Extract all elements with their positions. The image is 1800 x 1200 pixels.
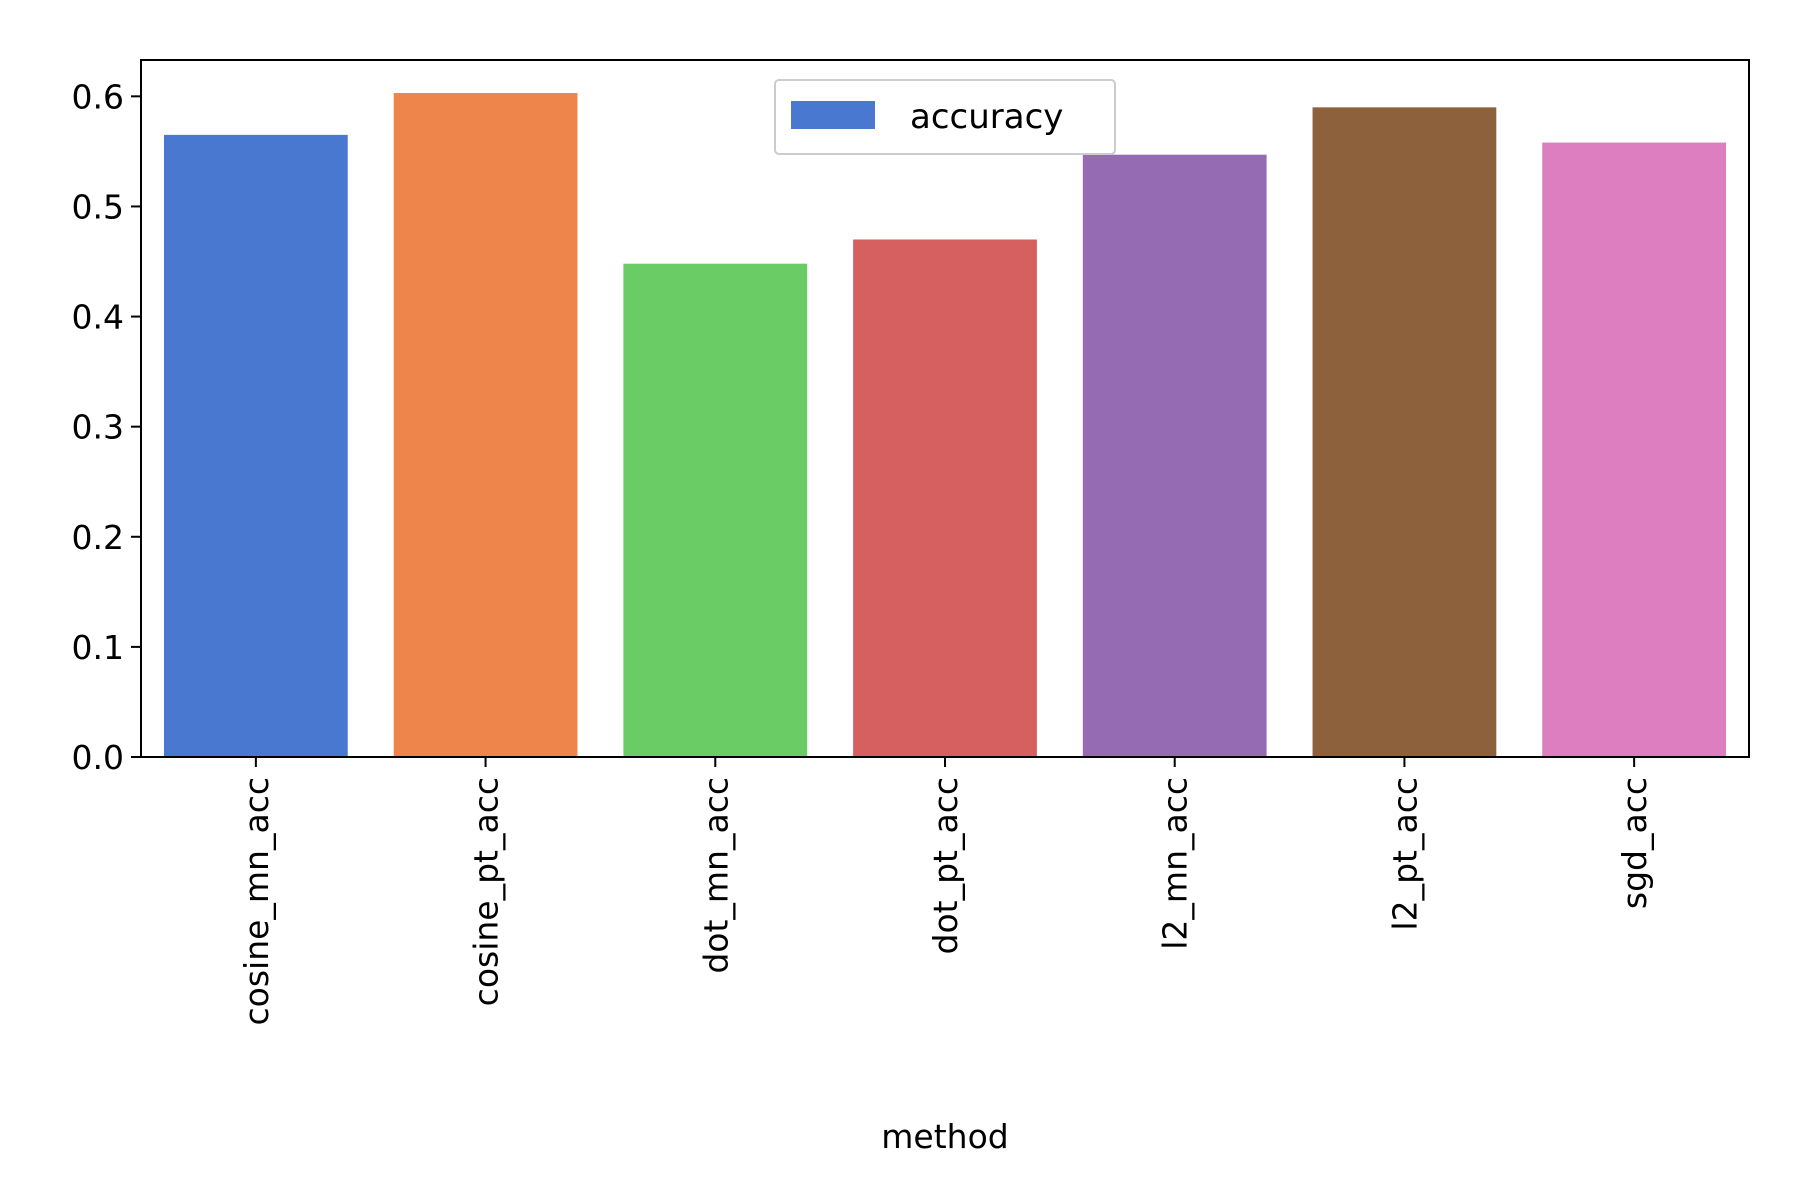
x-tick-label-cosine_pt_acc: cosine_pt_acc bbox=[467, 777, 506, 1006]
bar-l2_mn_acc bbox=[1082, 154, 1267, 758]
x-axis: cosine_mn_acc cosine_pt_acc dot_mn_acc dot_… bbox=[237, 757, 1654, 1025]
y-tick-label: 0.6 bbox=[72, 77, 124, 116]
y-tick-label: 0.0 bbox=[72, 738, 124, 777]
legend-label: accuracy bbox=[910, 97, 1063, 137]
x-tick-label-l2_pt_acc: l2_pt_acc bbox=[1385, 777, 1424, 931]
y-tick-label: 0.1 bbox=[72, 628, 124, 667]
x-tick-label-dot_pt_acc: dot_pt_acc bbox=[926, 777, 965, 954]
bar-l2_pt_acc bbox=[1312, 107, 1497, 758]
x-tick-label-sgd_acc: sgd_acc bbox=[1615, 777, 1654, 909]
legend-swatch bbox=[791, 101, 875, 129]
bar-cosine_mn_acc bbox=[163, 134, 348, 758]
y-tick-label: 0.3 bbox=[72, 408, 124, 447]
y-axis: 0.0 0.1 0.2 0.3 0.4 0.5 0.6 bbox=[72, 77, 141, 777]
bar-cosine_pt_acc bbox=[393, 93, 578, 757]
y-tick-label: 0.4 bbox=[72, 298, 124, 337]
x-tick-label-l2_mn_acc: l2_mn_acc bbox=[1156, 777, 1195, 950]
bars-group bbox=[163, 93, 1727, 758]
bar-sgd_acc bbox=[1542, 142, 1727, 757]
legend-box bbox=[774, 79, 1116, 155]
y-tick-label: 0.2 bbox=[72, 518, 124, 557]
bar-dot_mn_acc bbox=[623, 263, 808, 757]
bar-dot_pt_acc bbox=[853, 239, 1037, 758]
x-axis-label: method bbox=[881, 1117, 1008, 1156]
x-tick-label-dot_mn_acc: dot_mn_acc bbox=[696, 777, 735, 974]
legend: accuracy bbox=[774, 79, 1116, 155]
x-tick-label-cosine_mn_acc: cosine_mn_acc bbox=[237, 777, 276, 1025]
y-tick-label: 0.5 bbox=[72, 187, 124, 226]
